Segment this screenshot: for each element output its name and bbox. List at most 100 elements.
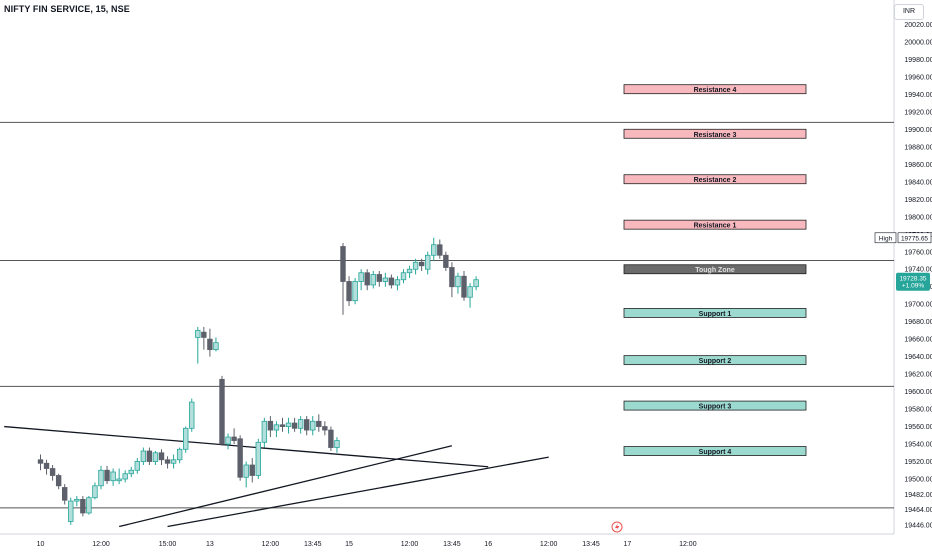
- trend-line[interactable]: [118, 445, 453, 528]
- candle[interactable]: [225, 436, 231, 445]
- candle[interactable]: [279, 424, 286, 427]
- candle[interactable]: [443, 254, 449, 268]
- zone-label: Resistance 4: [694, 87, 737, 94]
- candle[interactable]: [104, 469, 110, 482]
- candle[interactable]: [213, 342, 219, 351]
- candle[interactable]: [122, 473, 128, 480]
- candle[interactable]: [201, 331, 207, 338]
- candle[interactable]: [316, 420, 322, 427]
- candle[interactable]: [267, 420, 274, 431]
- candle[interactable]: [303, 419, 310, 431]
- zone-box[interactable]: [623, 219, 807, 230]
- candle[interactable]: [231, 436, 237, 441]
- candle[interactable]: [291, 422, 298, 429]
- candle[interactable]: [370, 274, 376, 286]
- price-tick-label: 19920.00: [904, 109, 932, 116]
- candle[interactable]: [152, 452, 159, 462]
- zone-box[interactable]: [623, 84, 807, 95]
- candle[interactable]: [340, 246, 346, 282]
- candle[interactable]: [255, 441, 261, 476]
- candle[interactable]: [406, 268, 413, 274]
- candle[interactable]: [62, 487, 68, 501]
- candle[interactable]: [400, 272, 407, 281]
- candle[interactable]: [364, 272, 370, 286]
- zone-box[interactable]: [623, 174, 807, 185]
- flash-glyph-icon: [615, 523, 620, 531]
- candle[interactable]: [334, 440, 340, 448]
- candle[interactable]: [207, 338, 213, 351]
- candle[interactable]: [243, 464, 249, 478]
- candle[interactable]: [473, 279, 479, 288]
- candle[interactable]: [461, 275, 467, 298]
- candle[interactable]: [388, 277, 395, 286]
- candle[interactable]: [182, 427, 189, 450]
- candle[interactable]: [310, 420, 316, 431]
- zone-box[interactable]: [623, 446, 807, 456]
- candle[interactable]: [74, 498, 80, 502]
- candle[interactable]: [176, 448, 183, 461]
- high-marker-label: High: [879, 235, 893, 242]
- candle[interactable]: [376, 274, 382, 282]
- candle[interactable]: [37, 459, 44, 464]
- time-tick-label: 15: [345, 541, 353, 548]
- candle[interactable]: [382, 277, 389, 282]
- candle[interactable]: [358, 272, 364, 282]
- candle[interactable]: [189, 401, 195, 429]
- candle[interactable]: [140, 450, 147, 462]
- candle[interactable]: [322, 426, 328, 431]
- candle[interactable]: [285, 422, 292, 427]
- price-tick-label: 19680.00: [904, 319, 932, 326]
- candle[interactable]: [164, 459, 171, 464]
- candle[interactable]: [249, 464, 255, 476]
- candle[interactable]: [437, 244, 443, 256]
- symbol-title[interactable]: NIFTY FIN SERVICE, 15, NSE: [4, 4, 130, 14]
- candle[interactable]: [170, 459, 177, 464]
- candle[interactable]: [158, 452, 165, 461]
- zone-box[interactable]: [623, 128, 807, 139]
- candle[interactable]: [116, 478, 122, 482]
- price-tick-label: 19840.00: [904, 179, 932, 186]
- candle[interactable]: [219, 378, 225, 445]
- candle[interactable]: [110, 471, 116, 482]
- price-tick-label: 19540.00: [904, 442, 932, 449]
- candle[interactable]: [134, 461, 140, 471]
- candle[interactable]: [418, 261, 425, 267]
- candle[interactable]: [43, 462, 50, 469]
- zone-label: Resistance 2: [694, 177, 737, 184]
- candle[interactable]: [412, 261, 419, 270]
- zone-box[interactable]: [623, 355, 807, 366]
- candle[interactable]: [98, 469, 104, 487]
- price-tick-label: 19446.00: [904, 522, 932, 529]
- trend-line[interactable]: [167, 456, 549, 528]
- candle[interactable]: [86, 497, 92, 514]
- candle[interactable]: [455, 275, 461, 288]
- zone-box[interactable]: [623, 400, 807, 411]
- candle[interactable]: [273, 424, 280, 431]
- candle[interactable]: [352, 281, 358, 302]
- time-tick-label: 17: [623, 541, 631, 548]
- candle[interactable]: [80, 498, 86, 514]
- candle[interactable]: [261, 420, 268, 443]
- candle[interactable]: [394, 279, 401, 286]
- candle[interactable]: [424, 254, 431, 270]
- candle[interactable]: [92, 485, 98, 499]
- candle[interactable]: [431, 244, 437, 256]
- candle[interactable]: [237, 438, 243, 478]
- candle[interactable]: [195, 330, 201, 338]
- currency-button[interactable]: INR: [894, 4, 924, 20]
- candle[interactable]: [49, 468, 56, 476]
- trend-line[interactable]: [4, 425, 489, 468]
- zone-box[interactable]: [623, 264, 807, 275]
- candle[interactable]: [146, 450, 153, 462]
- candle[interactable]: [328, 429, 334, 448]
- candle[interactable]: [68, 500, 74, 522]
- candle[interactable]: [346, 281, 352, 302]
- candle[interactable]: [449, 267, 455, 288]
- candle[interactable]: [128, 469, 134, 475]
- zone-box[interactable]: [623, 308, 807, 318]
- candle[interactable]: [297, 419, 304, 429]
- candle[interactable]: [467, 286, 473, 298]
- candle[interactable]: [55, 475, 62, 487]
